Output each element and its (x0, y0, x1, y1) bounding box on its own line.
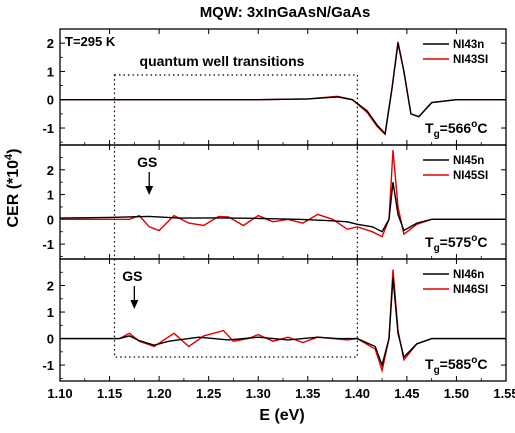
tg-sub: g (434, 243, 440, 254)
tg-sup: o (471, 119, 477, 130)
gs-arrow-head (145, 186, 154, 195)
tg-val: =585 (440, 356, 472, 372)
legend-label: NI45SI (453, 170, 488, 182)
legend-label: NI46n (453, 269, 484, 281)
growth-temperature-label: Tg=566oC (425, 119, 487, 140)
tg-unit: C (477, 234, 487, 250)
growth-temperature-label: Tg=585oC (425, 355, 487, 376)
y-axis-label-close: ) (5, 148, 22, 153)
panel-1: 2 1 0 -1 NI43n NI43SI Tg=566oC (42, 28, 507, 146)
y-tick-label: -1 (42, 358, 54, 373)
series-line-ni46n (60, 277, 506, 368)
tg-sup: o (471, 355, 477, 366)
x-tick-label: 1.55 (493, 386, 515, 401)
x-axis-label: E (eV) (259, 407, 304, 424)
series-line-ni45si (60, 149, 506, 238)
y-tick-label: 0 (47, 332, 54, 347)
x-tick-label: 1.15 (97, 386, 122, 401)
x-tick-label: 1.50 (444, 386, 469, 401)
y-tick-label: -1 (42, 121, 54, 136)
tg-unit: C (477, 120, 487, 136)
tg-val: =566 (440, 120, 472, 136)
x-tick-label: 1.25 (196, 386, 221, 401)
plot-area: 210-1NI43nNI43SITg=566oC210-1NI45nNI45SI… (42, 28, 515, 401)
panel-3: 2 1 0 -1 1.10 1.15 1.20 1.25 1.30 1.35 1.40 1.45 1.5… (42, 258, 515, 401)
x-tick-label: 1.40 (345, 386, 370, 401)
y-tick-label: 2 (47, 163, 54, 178)
x-tick-label: 1.20 (146, 386, 171, 401)
y-tick-label: 2 (47, 279, 54, 294)
series-line-ni45n (59, 182, 506, 233)
gs-label: GS (137, 154, 157, 170)
x-tick-label: 1.45 (394, 386, 419, 401)
y-tick-label: 1 (47, 305, 54, 320)
tg-pre: T (425, 356, 434, 372)
y-tick-label: 0 (47, 93, 54, 108)
x-tick-label: 1.10 (47, 386, 72, 401)
legend-label: NI43SI (453, 54, 488, 66)
legend-label: NI43n (453, 39, 484, 51)
y-axis-label: CER (*104) (3, 148, 22, 227)
tg-pre: T (425, 120, 434, 136)
y-tick-label: 1 (47, 188, 54, 203)
x-tick-label: 1.30 (246, 386, 271, 401)
qw-transition-box (113, 74, 358, 358)
tg-sub: g (434, 365, 440, 376)
legend-label: NI45n (453, 155, 484, 167)
tg-sub: g (434, 129, 440, 140)
y-tick-label: 0 (47, 212, 54, 227)
temperature-label: T=295 K (65, 34, 116, 49)
gs-label: GS (122, 268, 142, 284)
qw-box-label: quantum well transitions (140, 53, 305, 69)
y-axis-label-exp: 4 (3, 153, 15, 160)
series-line-ni43n (60, 42, 506, 136)
tg-pre: T (425, 234, 434, 250)
tg-val: =575 (440, 234, 472, 250)
x-tick-label: 1.35 (295, 386, 320, 401)
y-tick-label: 1 (47, 64, 54, 79)
legend-label: NI46SI (453, 284, 488, 296)
gs-arrow-head (130, 300, 139, 309)
growth-temperature-label: Tg=575oC (425, 233, 487, 254)
y-tick-label: -1 (42, 237, 54, 252)
tg-sup: o (471, 233, 477, 244)
y-tick-label: 2 (47, 36, 54, 51)
y-axis-label-main: CER (*10 (5, 160, 22, 228)
panel-2: 2 1 0 -1 NI45n NI45SI Tg=575oC GS (42, 144, 507, 260)
tg-unit: C (477, 356, 487, 372)
chart-title: MQW: 3xInGaAsN/GaAs (200, 4, 371, 21)
